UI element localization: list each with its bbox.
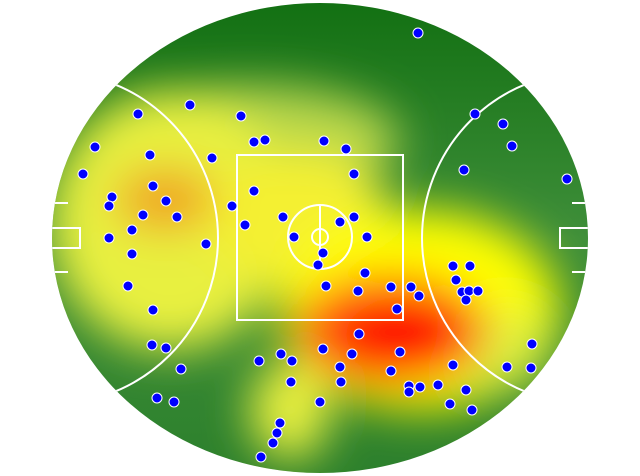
data-point bbox=[432, 379, 444, 391]
data-point bbox=[200, 238, 212, 250]
data-point bbox=[175, 363, 187, 375]
data-point bbox=[285, 376, 297, 388]
data-point bbox=[151, 392, 163, 404]
data-point bbox=[146, 339, 158, 351]
data-point bbox=[317, 343, 329, 355]
data-point bbox=[271, 427, 283, 439]
data-point bbox=[458, 164, 470, 176]
data-point bbox=[348, 211, 360, 223]
data-point bbox=[561, 173, 573, 185]
data-point bbox=[259, 134, 271, 146]
data-point bbox=[340, 143, 352, 155]
data-point bbox=[235, 110, 247, 122]
data-point bbox=[318, 135, 330, 147]
data-point bbox=[286, 355, 298, 367]
data-point bbox=[122, 280, 134, 292]
data-point bbox=[226, 200, 238, 212]
data-point bbox=[413, 290, 425, 302]
data-point bbox=[497, 118, 509, 130]
data-point bbox=[103, 232, 115, 244]
data-point bbox=[147, 180, 159, 192]
data-point bbox=[314, 396, 326, 408]
data-point bbox=[447, 359, 459, 371]
data-point bbox=[147, 304, 159, 316]
data-point bbox=[160, 195, 172, 207]
data-point bbox=[359, 267, 371, 279]
data-point bbox=[206, 152, 218, 164]
data-point bbox=[248, 185, 260, 197]
heatmap bbox=[52, 85, 560, 460]
field-lines bbox=[52, 71, 588, 405]
data-point bbox=[353, 328, 365, 340]
data-point bbox=[385, 365, 397, 377]
data-point bbox=[255, 451, 267, 463]
data-point bbox=[472, 285, 484, 297]
data-point bbox=[253, 355, 265, 367]
data-point bbox=[334, 216, 346, 228]
data-point bbox=[144, 149, 156, 161]
data-point bbox=[312, 259, 324, 271]
data-point bbox=[334, 361, 346, 373]
data-point bbox=[464, 260, 476, 272]
data-point bbox=[160, 342, 172, 354]
data-point bbox=[385, 281, 397, 293]
data-point bbox=[414, 381, 426, 393]
data-point bbox=[447, 260, 459, 272]
data-point bbox=[403, 386, 415, 398]
data-point bbox=[346, 348, 358, 360]
data-point bbox=[525, 362, 537, 374]
data-point bbox=[501, 361, 513, 373]
data-point bbox=[277, 211, 289, 223]
data-point bbox=[77, 168, 89, 180]
data-point bbox=[288, 231, 300, 243]
data-point bbox=[526, 338, 538, 350]
data-point bbox=[412, 27, 424, 39]
data-point bbox=[248, 136, 260, 148]
data-point bbox=[335, 376, 347, 388]
data-point bbox=[126, 224, 138, 236]
data-point bbox=[103, 200, 115, 212]
data-point bbox=[466, 404, 478, 416]
data-point bbox=[320, 280, 332, 292]
data-point bbox=[171, 211, 183, 223]
data-point bbox=[394, 346, 406, 358]
data-point bbox=[168, 396, 180, 408]
data-point bbox=[89, 141, 101, 153]
data-point bbox=[106, 191, 118, 203]
data-point bbox=[184, 99, 196, 111]
data-point bbox=[348, 168, 360, 180]
data-point bbox=[361, 231, 373, 243]
data-point bbox=[391, 303, 403, 315]
data-point bbox=[137, 209, 149, 221]
data-point bbox=[126, 248, 138, 260]
data-point bbox=[274, 417, 286, 429]
data-point bbox=[460, 384, 472, 396]
data-point bbox=[267, 437, 279, 449]
data-point bbox=[460, 294, 472, 306]
data-point bbox=[132, 108, 144, 120]
data-point bbox=[275, 348, 287, 360]
data-point bbox=[506, 140, 518, 152]
data-point bbox=[444, 398, 456, 410]
data-point bbox=[450, 274, 462, 286]
data-point bbox=[317, 247, 329, 259]
data-point bbox=[405, 281, 417, 293]
data-point bbox=[352, 285, 364, 297]
data-point bbox=[239, 219, 251, 231]
data-point bbox=[469, 108, 481, 120]
